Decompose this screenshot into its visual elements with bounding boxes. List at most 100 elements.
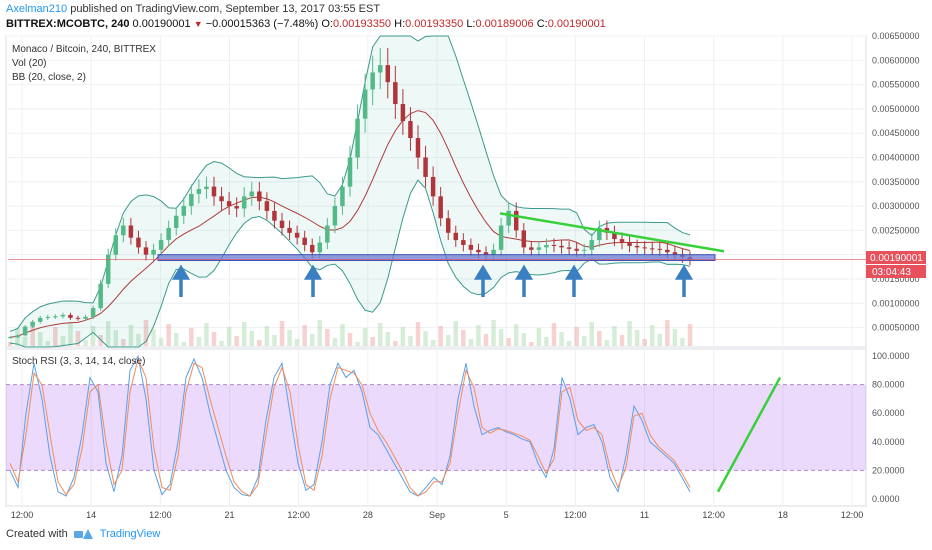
resistance-trendline (499, 212, 725, 253)
candle-body (143, 247, 149, 255)
low-label: L: (466, 18, 476, 30)
volume-bar (642, 339, 647, 346)
open-value: 0.00193350 (332, 18, 392, 30)
rsi-tick-label: 20.0000 (872, 465, 905, 475)
volume-bar (483, 334, 489, 346)
volume-bar (604, 340, 610, 346)
volume-bar (529, 342, 534, 346)
candle-body (332, 206, 338, 226)
volume-bar (589, 322, 595, 346)
candle-body (665, 249, 670, 253)
candle-body (347, 157, 353, 187)
tradingview-brand[interactable]: TradingView (99, 528, 161, 540)
symbol-line: BITTREX:MCOBTC, 240 0.00190001 ▼ −0.0001… (6, 18, 606, 30)
change: −0.00015363 (−7.48%) (205, 18, 319, 30)
low-value: 0.00189006 (475, 18, 534, 30)
candle-body (151, 249, 156, 255)
candle-body (445, 218, 451, 233)
candle-body (158, 240, 164, 250)
volume-bar (362, 328, 368, 346)
candle-body (219, 196, 224, 202)
volume-bar (143, 320, 149, 346)
volume-bar (513, 324, 519, 346)
candle-body (53, 316, 58, 318)
candle-body (294, 232, 300, 238)
volume-bar (370, 337, 375, 346)
candle-body (642, 247, 647, 249)
volume-bar (113, 330, 119, 346)
stoch-rsi (6, 354, 866, 497)
candle-body (173, 215, 179, 228)
candle-body (581, 249, 587, 251)
volume-bar (241, 322, 247, 346)
volume-bar (453, 321, 459, 346)
volume-bar (687, 324, 693, 346)
candle-body (234, 206, 239, 209)
volume-bar (665, 320, 670, 346)
candle-body (468, 244, 474, 250)
volume-bar (566, 341, 572, 346)
volume-bar (468, 339, 474, 346)
volume-bar (430, 340, 436, 346)
volume-bar (581, 336, 587, 346)
volume-bar (90, 326, 96, 346)
publish-text: published on TradingView.com, September … (70, 3, 381, 15)
candle-body (60, 314, 66, 317)
x-tick-label: 14 (86, 510, 96, 520)
volume-bar (7, 342, 13, 346)
volume-bar (294, 339, 300, 346)
candle-body (272, 210, 277, 221)
candle-body (551, 244, 557, 246)
volume-bar (461, 330, 466, 346)
candle-body (83, 316, 88, 319)
support-arrow (674, 264, 694, 297)
y-tick-label: 0.00050000 (872, 323, 920, 333)
y-tick-label: 0.00650000 (872, 31, 920, 41)
x-tick-label: 5 (504, 510, 509, 520)
volume-bar (340, 324, 345, 346)
candle-body (649, 248, 655, 250)
y-tick-label: 0.00300000 (872, 201, 920, 211)
candle-body (68, 314, 73, 318)
y-tick-label: 0.00600000 (872, 55, 920, 65)
volume-bar (521, 333, 527, 346)
candle-body (181, 206, 187, 216)
volume-bar (325, 329, 330, 346)
candle-body (128, 225, 134, 238)
indicator-bb: BB (20, close, 2) (12, 72, 86, 83)
volume-bar (309, 334, 315, 346)
volume-bar (680, 338, 685, 346)
x-tick-label: 28 (363, 510, 373, 520)
volume-bar (438, 326, 443, 346)
candle-body (325, 225, 330, 243)
volume-bar (400, 327, 406, 346)
volume-bar (672, 329, 678, 346)
annotations (8, 212, 866, 297)
volume-bar (627, 321, 632, 346)
y-tick-label: 0.00150000 (872, 274, 920, 284)
candle-body (22, 326, 28, 336)
close-value: 0.00190001 (547, 18, 606, 30)
volume-bar (272, 335, 277, 346)
volume-bar (544, 337, 549, 346)
volume-bar (347, 333, 353, 346)
candle-body (226, 201, 232, 207)
volume-bar (302, 325, 307, 346)
y-tick-label: 0.00400000 (872, 152, 920, 162)
candle-body (430, 176, 436, 197)
volume-bar (657, 334, 663, 346)
author-link[interactable]: Axelman210 (6, 3, 68, 15)
candle-body (566, 247, 572, 249)
candle-body (393, 82, 398, 105)
candle-body (75, 317, 81, 319)
candle-body (355, 118, 360, 158)
volume-bar (53, 327, 58, 346)
candle-body (627, 242, 632, 246)
candle-body (264, 201, 270, 211)
x-tick-label: 18 (778, 510, 788, 520)
volume-bar (649, 325, 655, 346)
candle-body (113, 235, 119, 255)
volume-bar (279, 321, 285, 346)
volume-bar (219, 341, 224, 346)
volume-bar (498, 329, 504, 346)
